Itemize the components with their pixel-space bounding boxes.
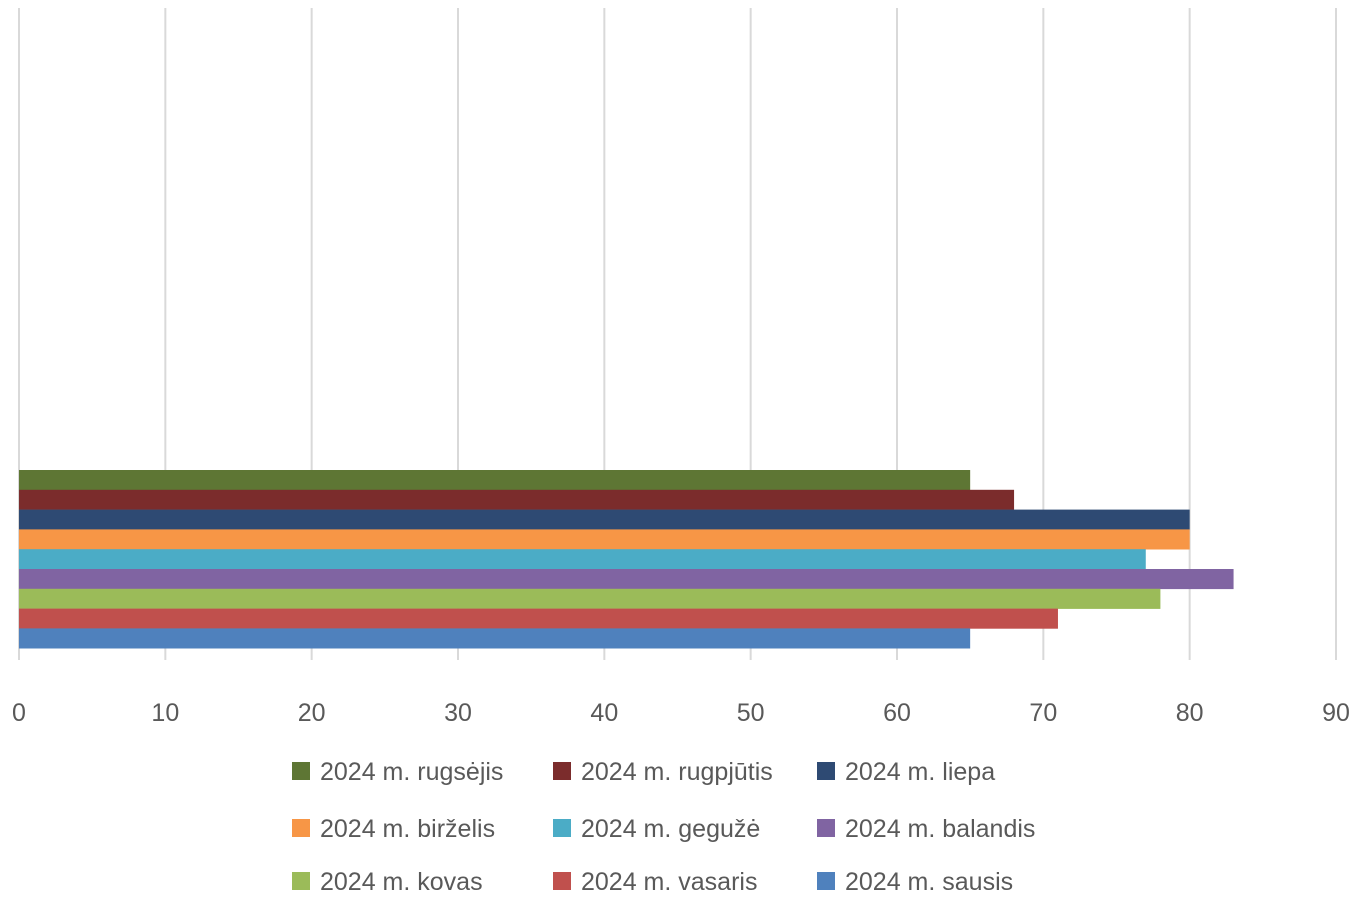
x-tick-label: 40 [590, 699, 618, 727]
x-tick-label: 10 [151, 699, 179, 727]
legend-swatch [292, 872, 310, 890]
bar-2024-m-sausis [19, 628, 971, 649]
x-tick-label: 80 [1176, 699, 1204, 727]
bar-2024-m-kovas [19, 588, 1161, 609]
x-tick-label: 30 [444, 699, 472, 727]
legend-label: 2024 m. rugsėjis [320, 758, 503, 786]
legend-label: 2024 m. sausis [845, 868, 1013, 896]
bars [19, 470, 1234, 649]
legend-item: 2024 m. birželis [292, 815, 495, 843]
x-tick-label: 90 [1322, 699, 1350, 727]
legend-label: 2024 m. balandis [845, 815, 1035, 843]
legend-label: 2024 m. birželis [320, 815, 495, 843]
legend-item: 2024 m. gegužė [553, 815, 760, 843]
legend-label: 2024 m. gegužė [581, 815, 760, 843]
bar-2024-m-gegužė [19, 549, 1146, 570]
x-tick-label: 70 [1029, 699, 1057, 727]
x-tick-label: 0 [12, 699, 26, 727]
legend-swatch [292, 762, 310, 780]
bar-2024-m-birželis [19, 529, 1190, 550]
bar-2024-m-balandis [19, 569, 1234, 590]
legend-swatch [817, 819, 835, 837]
bar-2024-m-vasaris [19, 608, 1058, 629]
legend-swatch [292, 819, 310, 837]
legend-swatch [553, 762, 571, 780]
legend-item: 2024 m. rugpjūtis [553, 758, 773, 786]
legend-label: 2024 m. rugpjūtis [581, 758, 773, 786]
bar-2024-m-liepa [19, 509, 1190, 530]
legend-item: 2024 m. balandis [817, 815, 1035, 843]
legend-item: 2024 m. liepa [817, 758, 995, 786]
x-tick-label: 20 [298, 699, 326, 727]
bar-2024-m-rugsėjis [19, 470, 971, 491]
x-tick-label: 60 [883, 699, 911, 727]
legend-item: 2024 m. vasaris [553, 868, 757, 896]
bar-2024-m-rugpjūtis [19, 489, 1015, 510]
legend-label: 2024 m. kovas [320, 868, 483, 896]
legend-swatch [817, 762, 835, 780]
legend-item: 2024 m. sausis [817, 868, 1013, 896]
legend-swatch [553, 819, 571, 837]
x-tick-label: 50 [737, 699, 765, 727]
legend: 2024 m. rugsėjis 2024 m. rugpjūtis 2024 m.… [292, 758, 1035, 896]
x-axis-ticks: 0 10 20 30 40 50 60 70 80 90 [12, 699, 1350, 727]
legend-swatch [817, 872, 835, 890]
legend-label: 2024 m. liepa [845, 758, 995, 786]
legend-swatch [553, 872, 571, 890]
legend-item: 2024 m. kovas [292, 868, 483, 896]
gridlines [18, 8, 1337, 660]
legend-label: 2024 m. vasaris [581, 868, 757, 896]
legend-item: 2024 m. rugsėjis [292, 758, 503, 786]
